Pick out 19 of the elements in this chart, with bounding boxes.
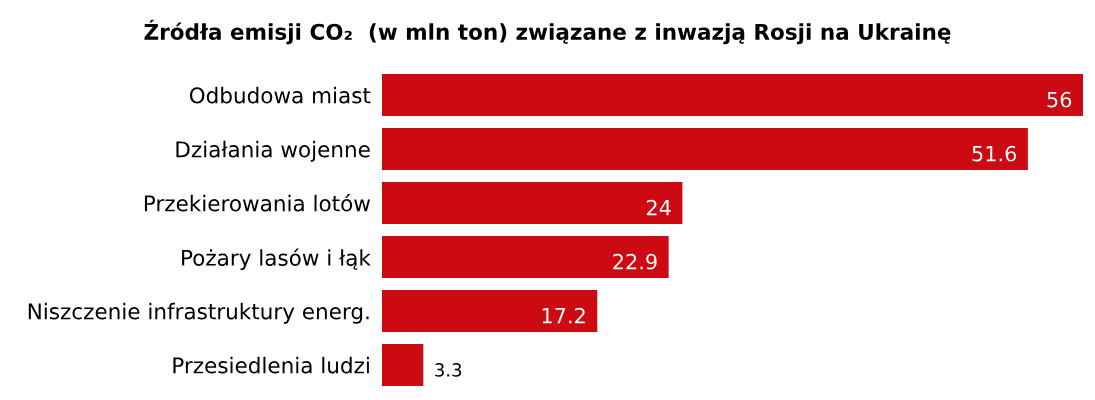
y-tick-label: Pożary lasów i łąk [182, 248, 371, 271]
data-label: 24 [646, 199, 671, 216]
y-tick-label: Niszczenie infrastruktury energ. [28, 302, 369, 324]
data-label: 22.9 [613, 253, 657, 270]
bar [382, 73, 1083, 117]
data-label: 17.2 [542, 307, 585, 324]
y-tick-label: Przesiedlenia ludzi [173, 356, 369, 374]
bar [382, 289, 598, 333]
y-tick-label: Przekierowania lotów [144, 193, 370, 212]
bar [382, 343, 424, 387]
y-tick-label: Odbudowa miast [189, 86, 371, 104]
data-label: 51.6 [972, 145, 1017, 162]
data-label: 3.3 [435, 363, 462, 377]
chart-title: Źródła emisji CO₂ (w mln ton) związane z inwazją Rosji na Ukrainę [144, 19, 951, 45]
bar [382, 181, 683, 225]
bar [382, 235, 669, 279]
bar [382, 127, 1028, 171]
y-tick-label: Działania wojenne [176, 140, 370, 162]
data-label: 56 [1047, 91, 1072, 108]
